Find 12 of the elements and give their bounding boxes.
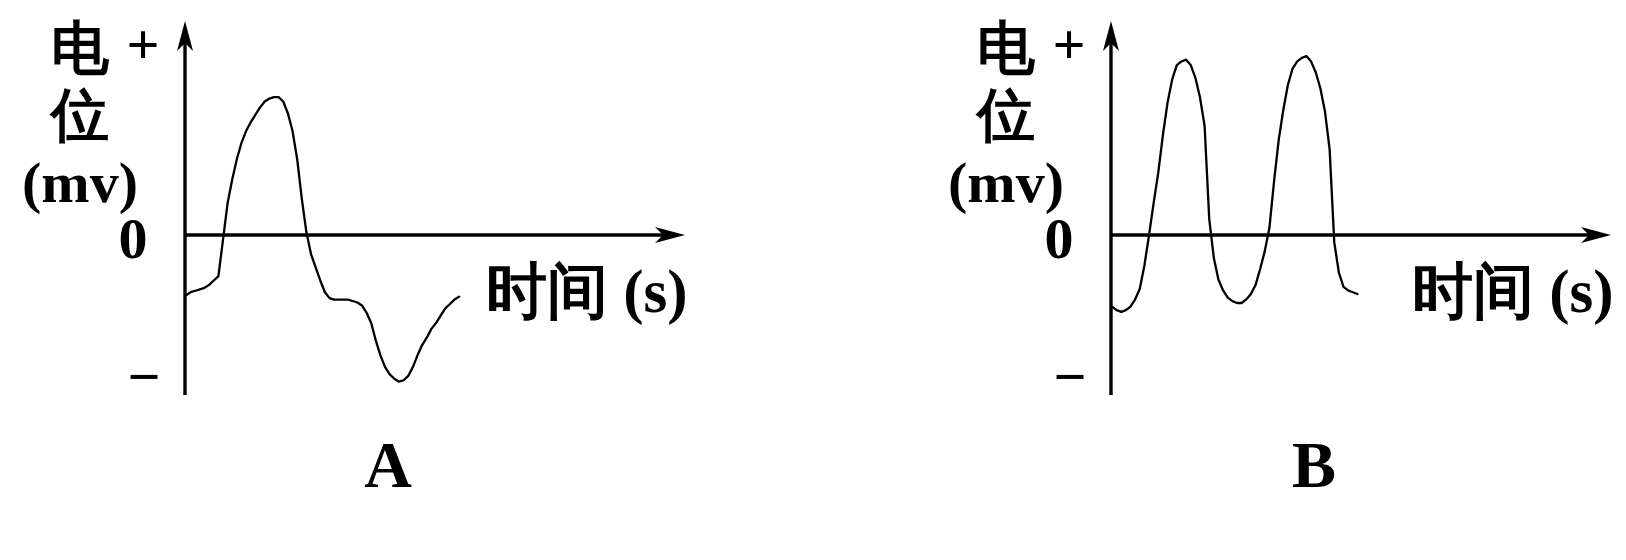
ylabel: 电 [977, 15, 1035, 81]
annotation: − [1053, 343, 1087, 409]
ylabel: 位 [977, 82, 1035, 148]
title: B [1292, 427, 1336, 501]
title: A [364, 427, 412, 501]
annotation: − [127, 343, 161, 409]
xlabel: 时间 (s) [1412, 257, 1614, 325]
annotation: + [1052, 11, 1086, 77]
ylabel: 位 [51, 82, 109, 148]
xlabel: 时间 (s) [486, 257, 688, 325]
annotation: + [126, 11, 160, 77]
ylabel: 电 [51, 15, 109, 81]
